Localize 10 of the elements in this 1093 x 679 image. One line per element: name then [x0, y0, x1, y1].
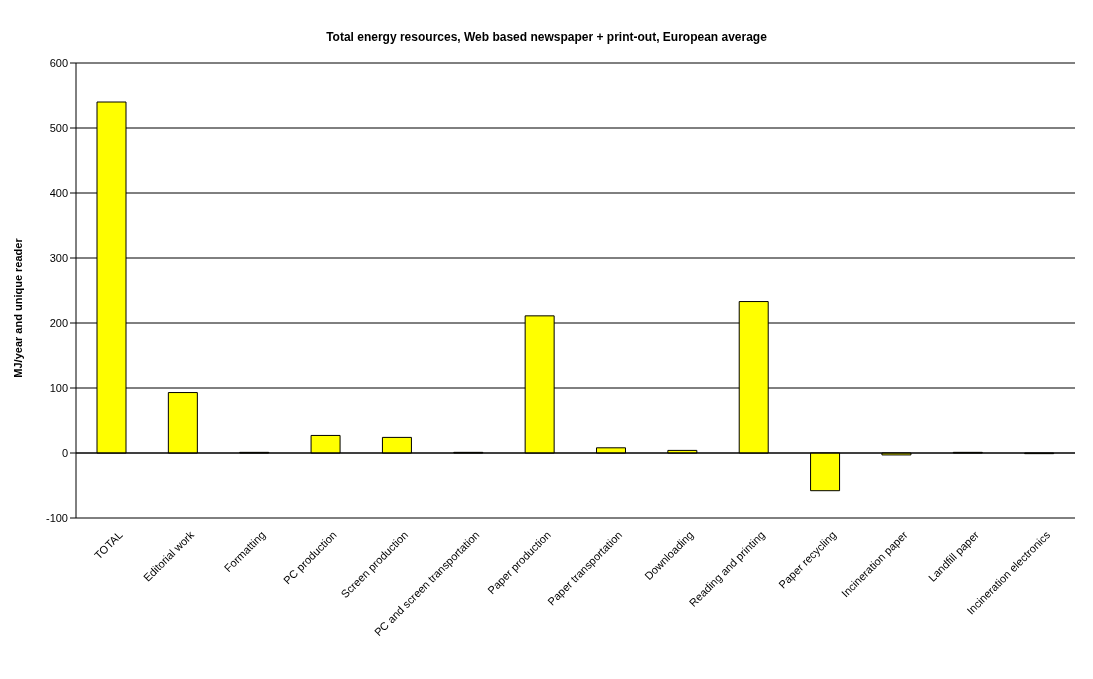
y-axis-title: MJ/year and unique reader — [12, 238, 24, 378]
y-tick-label: 600 — [49, 56, 68, 69]
chart-title: Total energy resources, Web based newspaper + print-out, European average — [325, 29, 768, 46]
y-tick-label: 400 — [49, 186, 68, 199]
y-tick-label: 0 — [61, 446, 68, 459]
y-tick-label: 300 — [49, 251, 68, 264]
y-tick-label: 100 — [49, 381, 68, 394]
y-tick-label: 500 — [49, 121, 68, 134]
y-tick-label: 200 — [49, 316, 68, 329]
y-tick-label: -100 — [45, 511, 68, 524]
